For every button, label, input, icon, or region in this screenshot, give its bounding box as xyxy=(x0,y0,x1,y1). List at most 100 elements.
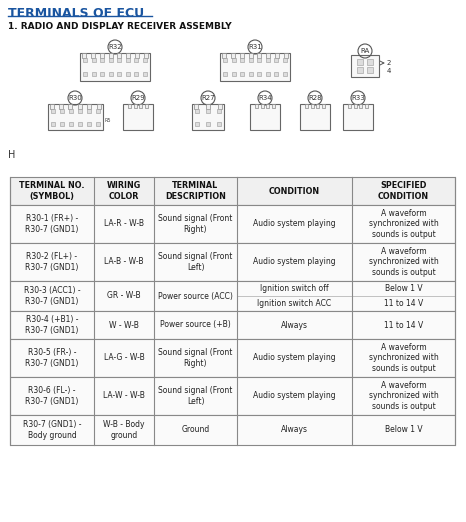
Text: R28: R28 xyxy=(308,95,322,101)
FancyBboxPatch shape xyxy=(240,58,244,62)
Text: 2: 2 xyxy=(84,111,88,115)
FancyBboxPatch shape xyxy=(231,53,235,58)
FancyBboxPatch shape xyxy=(354,104,356,108)
FancyBboxPatch shape xyxy=(195,122,199,125)
FancyBboxPatch shape xyxy=(50,122,55,125)
FancyBboxPatch shape xyxy=(10,205,455,243)
Text: R30: R30 xyxy=(68,95,82,101)
Text: 1: 1 xyxy=(144,113,148,117)
FancyBboxPatch shape xyxy=(283,72,287,76)
FancyBboxPatch shape xyxy=(69,122,73,125)
Text: R8: R8 xyxy=(61,118,67,124)
FancyBboxPatch shape xyxy=(206,122,210,125)
Text: R32: R32 xyxy=(108,44,122,50)
Text: LA-R - W-B: LA-R - W-B xyxy=(104,219,144,229)
FancyBboxPatch shape xyxy=(83,72,87,76)
FancyBboxPatch shape xyxy=(145,104,148,108)
Text: LA-G - W-B: LA-G - W-B xyxy=(103,353,144,362)
Text: A waveform
synchronized with
sounds is output: A waveform synchronized with sounds is o… xyxy=(369,247,439,277)
FancyBboxPatch shape xyxy=(126,72,130,76)
Text: A waveform
synchronized with
sounds is output: A waveform synchronized with sounds is o… xyxy=(369,381,439,411)
Text: 3: 3 xyxy=(62,111,66,115)
FancyBboxPatch shape xyxy=(257,53,261,58)
FancyBboxPatch shape xyxy=(220,53,290,81)
FancyBboxPatch shape xyxy=(223,58,227,62)
FancyBboxPatch shape xyxy=(10,243,455,281)
Text: Sound signal (Front
Left): Sound signal (Front Left) xyxy=(158,252,233,271)
FancyBboxPatch shape xyxy=(96,109,100,113)
FancyBboxPatch shape xyxy=(60,122,63,125)
Text: R9: R9 xyxy=(50,118,56,124)
Text: R30-5 (FR-) -
R30-7 (GND1): R30-5 (FR-) - R30-7 (GND1) xyxy=(25,348,79,367)
Text: Below 1 V: Below 1 V xyxy=(385,284,422,293)
FancyBboxPatch shape xyxy=(123,104,153,130)
FancyBboxPatch shape xyxy=(260,104,264,108)
Text: 11 to 14 V: 11 to 14 V xyxy=(384,321,423,329)
Text: Sound signal (Front
Right): Sound signal (Front Right) xyxy=(158,215,233,234)
FancyBboxPatch shape xyxy=(274,72,278,76)
FancyBboxPatch shape xyxy=(275,53,279,58)
FancyBboxPatch shape xyxy=(59,104,63,109)
FancyBboxPatch shape xyxy=(218,104,222,109)
FancyBboxPatch shape xyxy=(109,58,113,62)
FancyBboxPatch shape xyxy=(232,72,236,76)
FancyBboxPatch shape xyxy=(206,109,210,113)
FancyBboxPatch shape xyxy=(357,67,363,73)
FancyBboxPatch shape xyxy=(232,58,236,62)
Text: R30-3 (ACC1) -
R30-7 (GND1): R30-3 (ACC1) - R30-7 (GND1) xyxy=(24,286,80,306)
FancyBboxPatch shape xyxy=(83,58,87,62)
Text: RA: RA xyxy=(360,48,370,54)
FancyBboxPatch shape xyxy=(144,53,148,58)
FancyBboxPatch shape xyxy=(322,104,325,108)
FancyBboxPatch shape xyxy=(87,104,91,109)
FancyBboxPatch shape xyxy=(100,58,104,62)
FancyBboxPatch shape xyxy=(343,104,373,130)
FancyBboxPatch shape xyxy=(284,53,288,58)
FancyBboxPatch shape xyxy=(126,58,130,62)
FancyBboxPatch shape xyxy=(223,72,227,76)
FancyBboxPatch shape xyxy=(359,104,363,108)
FancyBboxPatch shape xyxy=(192,104,224,130)
Text: R6: R6 xyxy=(94,118,100,124)
FancyBboxPatch shape xyxy=(77,122,82,125)
FancyBboxPatch shape xyxy=(348,104,351,108)
Text: 2: 2 xyxy=(387,60,391,66)
FancyBboxPatch shape xyxy=(222,53,226,58)
FancyBboxPatch shape xyxy=(134,104,137,108)
FancyBboxPatch shape xyxy=(283,58,287,62)
FancyBboxPatch shape xyxy=(257,58,261,62)
FancyBboxPatch shape xyxy=(128,104,131,108)
Text: 2: 2 xyxy=(128,113,132,117)
FancyBboxPatch shape xyxy=(255,104,258,108)
FancyBboxPatch shape xyxy=(87,122,90,125)
Text: TERMINAL NO.
(SYMBOL): TERMINAL NO. (SYMBOL) xyxy=(19,181,85,200)
FancyBboxPatch shape xyxy=(82,53,86,58)
FancyBboxPatch shape xyxy=(351,55,379,77)
FancyBboxPatch shape xyxy=(80,53,150,81)
Text: R30-6 (FL-) -
R30-7 (GND1): R30-6 (FL-) - R30-7 (GND1) xyxy=(25,386,79,406)
Text: Power source (ACC): Power source (ACC) xyxy=(158,291,233,301)
FancyBboxPatch shape xyxy=(10,377,455,415)
FancyBboxPatch shape xyxy=(69,104,72,109)
FancyBboxPatch shape xyxy=(194,104,198,109)
FancyBboxPatch shape xyxy=(96,104,101,109)
Text: Audio system playing: Audio system playing xyxy=(253,219,336,229)
Text: LA-B - W-B: LA-B - W-B xyxy=(104,257,144,267)
Text: Always: Always xyxy=(281,425,308,434)
Text: Ground: Ground xyxy=(181,425,210,434)
Text: WIRING
COLOR: WIRING COLOR xyxy=(107,181,141,200)
FancyBboxPatch shape xyxy=(257,72,261,76)
Text: Audio system playing: Audio system playing xyxy=(253,257,336,267)
Text: 11 to 14 V: 11 to 14 V xyxy=(384,299,423,308)
Text: Sound signal (Front
Right): Sound signal (Front Right) xyxy=(158,348,233,367)
FancyBboxPatch shape xyxy=(267,104,269,108)
FancyBboxPatch shape xyxy=(100,53,104,58)
FancyBboxPatch shape xyxy=(240,72,244,76)
Text: SPECIFIED
CONDITION: SPECIFIED CONDITION xyxy=(378,181,429,200)
Text: R30-1 (FR+) -
R30-7 (GND1): R30-1 (FR+) - R30-7 (GND1) xyxy=(25,215,79,234)
Text: Below 1 V: Below 1 V xyxy=(385,425,422,434)
FancyBboxPatch shape xyxy=(316,104,319,108)
FancyBboxPatch shape xyxy=(266,53,270,58)
FancyBboxPatch shape xyxy=(139,104,142,108)
FancyBboxPatch shape xyxy=(134,58,138,62)
